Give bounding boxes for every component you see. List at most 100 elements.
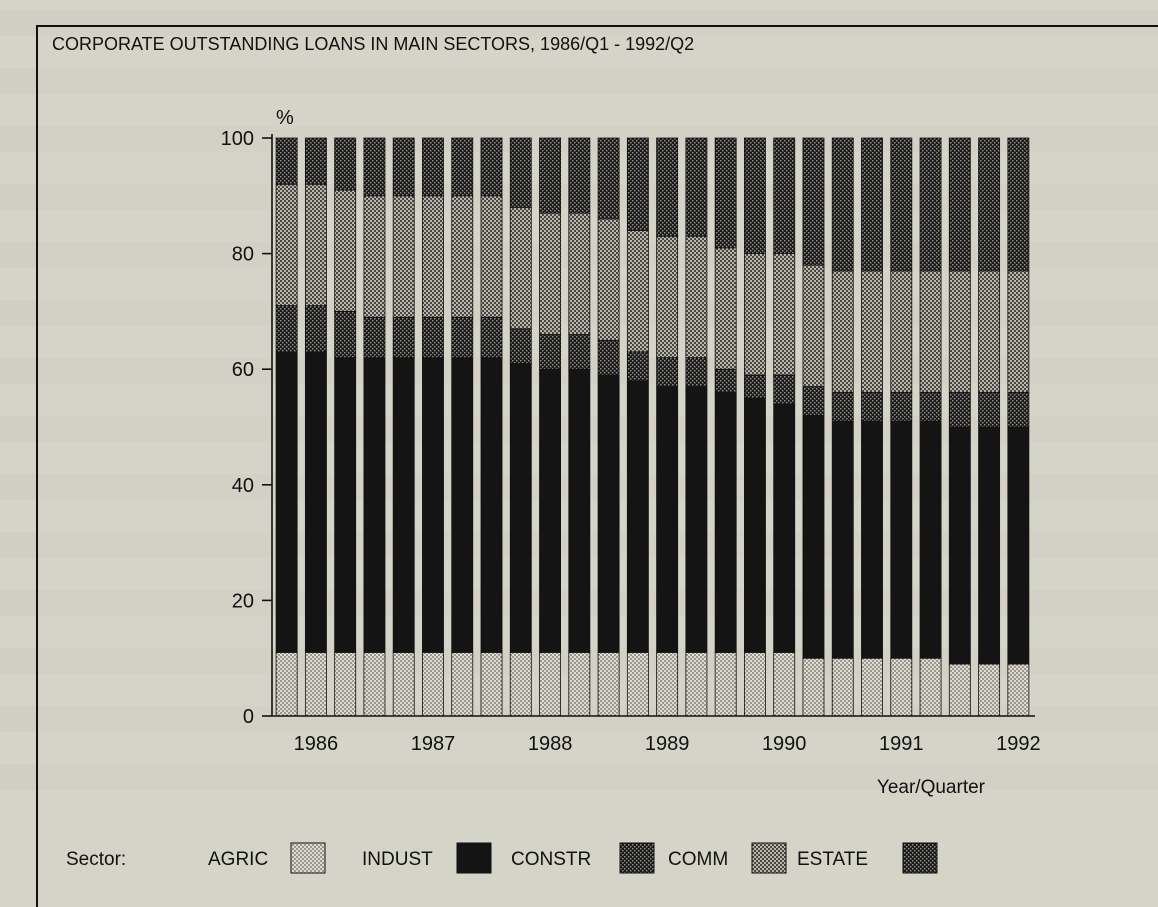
bar-segment-constr-1989Q1: [626, 351, 649, 382]
x-year-label-1989: 1989: [645, 733, 690, 755]
bar-segment-agric-1990Q2: [773, 652, 796, 717]
bar-segment-constr-1989Q3: [685, 357, 708, 387]
bar-segment-constr-1990Q4: [831, 391, 854, 422]
bar-segment-comm-1992Q1: [978, 270, 1001, 393]
bar-segment-estate-1990Q2: [773, 137, 796, 254]
bar-segment-agric-1987Q4: [480, 652, 503, 717]
bar-segment-constr-1987Q3: [451, 316, 474, 359]
bar-segment-estate-1991Q3: [919, 137, 942, 272]
bar-segment-constr-1992Q1: [978, 391, 1001, 428]
bar-segment-estate-1987Q1: [392, 137, 415, 197]
bar-segment-comm-1988Q1: [509, 206, 532, 330]
bar-segment-agric-1989Q3: [685, 652, 708, 717]
bar-segment-comm-1989Q2: [656, 235, 679, 359]
bar-segment-comm-1987Q2: [422, 195, 444, 318]
y-tick-label-40: 40: [232, 475, 254, 497]
bar-segment-constr-1988Q3: [568, 334, 591, 370]
bar-segment-indust-1988Q3: [568, 368, 591, 653]
bar-segment-estate-1991Q2: [890, 137, 913, 272]
bar-segment-comm-1991Q2: [890, 270, 913, 393]
bar-segment-indust-1989Q2: [656, 386, 679, 653]
bar-segment-constr-1991Q1: [861, 391, 883, 422]
bar-segment-constr-1986Q1: [275, 305, 298, 353]
bar-segment-comm-1990Q1: [744, 253, 766, 376]
x-year-label-1991: 1991: [879, 733, 924, 755]
bar-segment-estate-1988Q4: [597, 137, 620, 220]
bar-segment-agric-1991Q4: [948, 663, 971, 717]
bar-segment-agric-1990Q3: [802, 657, 825, 717]
bar-segment-agric-1986Q2: [304, 652, 327, 717]
bar-segment-constr-1987Q2: [422, 316, 444, 359]
x-year-label-1990: 1990: [762, 733, 807, 755]
bar-segment-comm-1990Q3: [802, 264, 825, 387]
bar-segment-agric-1986Q1: [275, 652, 298, 717]
chart-frame: [36, 25, 1158, 907]
bar-segment-estate-1986Q1: [275, 137, 298, 185]
legend-label-constr: CONSTR: [511, 849, 591, 870]
bar-segment-constr-1990Q3: [802, 386, 825, 416]
bar-segment-comm-1991Q3: [919, 270, 942, 393]
bar-segment-comm-1987Q4: [480, 195, 503, 318]
x-axis-label: Year/Quarter: [877, 777, 986, 798]
legend-swatch-agric: [290, 842, 326, 874]
x-year-label-1987: 1987: [411, 733, 456, 755]
bar-segment-estate-1990Q4: [831, 137, 854, 272]
bar-segment-comm-1990Q2: [773, 253, 796, 376]
bar-segment-indust-1991Q4: [948, 426, 971, 665]
legend-title: Sector:: [66, 849, 126, 870]
bar-segment-estate-1986Q4: [363, 137, 386, 197]
bar-segment-constr-1987Q4: [480, 316, 503, 359]
legend-swatch-constr: [619, 842, 655, 874]
bar-segment-indust-1991Q2: [890, 420, 913, 659]
bar-segment-agric-1990Q4: [831, 657, 854, 717]
bar-segment-comm-1991Q1: [861, 270, 883, 393]
legend-label-indust: INDUST: [362, 849, 433, 870]
bar-segment-agric-1992Q1: [978, 663, 1001, 717]
bar-segment-agric-1987Q3: [451, 652, 474, 717]
bar-segment-agric-1989Q2: [656, 652, 679, 717]
bar-segment-indust-1990Q3: [802, 415, 825, 659]
bar-segment-indust-1988Q2: [539, 368, 561, 653]
bar-segment-estate-1988Q1: [509, 137, 532, 208]
bar-segment-constr-1988Q1: [509, 328, 532, 364]
bar-segment-indust-1990Q4: [831, 420, 854, 659]
bar-segment-agric-1988Q4: [597, 652, 620, 717]
bar-segment-constr-1991Q4: [948, 391, 971, 428]
y-tick-label-60: 60: [232, 359, 254, 381]
bar-segment-estate-1987Q4: [480, 137, 503, 197]
bar-segment-indust-1987Q1: [392, 357, 415, 653]
legend-label-agric: AGRIC: [208, 849, 268, 870]
bar-segment-estate-1987Q2: [422, 137, 444, 197]
bar-segment-constr-1990Q2: [773, 374, 796, 405]
bar-segment-agric-1987Q1: [392, 652, 415, 717]
x-year-label-1986: 1986: [294, 733, 339, 755]
legend-label-estate: ESTATE: [797, 849, 868, 870]
bar-segment-comm-1990Q4: [831, 270, 854, 393]
bar-segment-comm-1987Q3: [451, 195, 474, 318]
y-tick-label-0: 0: [243, 706, 254, 728]
bar-segment-agric-1991Q1: [861, 657, 883, 717]
bar-segment-constr-1987Q1: [392, 316, 415, 359]
bar-segment-constr-1989Q2: [656, 357, 679, 387]
bar-segment-indust-1989Q3: [685, 386, 708, 653]
legend-swatch-estate: [902, 842, 938, 874]
bar-segment-estate-1989Q4: [714, 137, 737, 249]
bar-segment-constr-1991Q3: [919, 391, 942, 422]
bar-segment-agric-1988Q3: [568, 652, 591, 717]
y-tick-label-80: 80: [232, 244, 254, 266]
bar-segment-indust-1986Q1: [275, 351, 298, 653]
stacked-bar-chart: 0 20 40 60 80 100% 1986 1987 1988 1989 1990 1991 199…: [66, 107, 1041, 874]
bar-segment-agric-1988Q1: [509, 652, 532, 717]
bar-segment-indust-1991Q1: [861, 420, 883, 659]
bar-segment-agric-1986Q4: [363, 652, 386, 717]
bar-segment-agric-1992Q2: [1007, 663, 1030, 717]
bar-segment-indust-1990Q1: [744, 397, 766, 653]
bar-segment-comm-1986Q2: [304, 183, 327, 307]
x-year-label-1992: 1992: [996, 733, 1041, 755]
legend-label-comm: COMM: [668, 849, 728, 870]
bar-segment-agric-1991Q3: [919, 657, 942, 717]
bar-segment-estate-1989Q3: [685, 137, 708, 237]
bar-segment-indust-1986Q4: [363, 357, 386, 653]
bar-segment-estate-1989Q2: [656, 137, 679, 237]
bar-segment-constr-1988Q4: [597, 339, 620, 376]
